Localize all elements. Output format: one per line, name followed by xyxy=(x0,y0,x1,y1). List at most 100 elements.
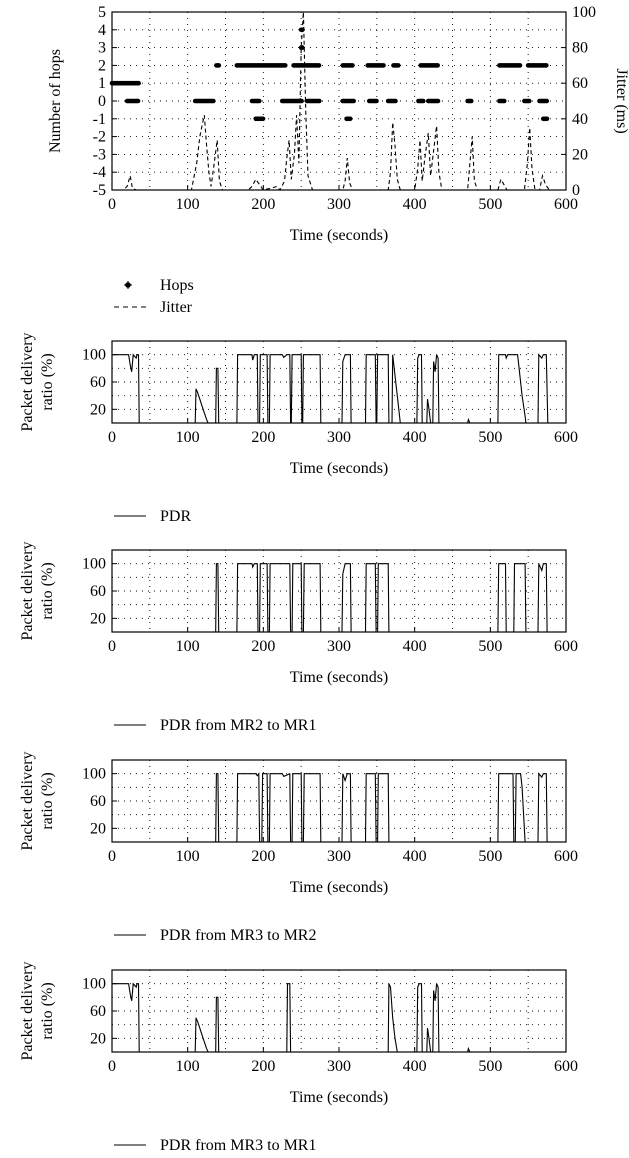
x-tick-label: 600 xyxy=(554,848,578,865)
y-tick-label: 60 xyxy=(90,793,106,810)
series-hops xyxy=(109,27,550,122)
y2-tick-label: 40 xyxy=(572,111,588,128)
hop-point xyxy=(282,63,288,68)
y-axis-label-line: Packet delivery xyxy=(19,751,36,850)
y-tick-label: 100 xyxy=(82,347,106,364)
series-pdr-line xyxy=(112,353,549,424)
x-tick-label: 600 xyxy=(554,1058,578,1075)
grid xyxy=(112,12,566,190)
x-tick-label: 0 xyxy=(108,848,116,865)
x-tick-label: 0 xyxy=(108,196,116,213)
x-tick-label: 100 xyxy=(176,848,200,865)
hop-point xyxy=(374,98,379,104)
y-tick-label: 60 xyxy=(90,583,106,600)
hop-point xyxy=(135,98,141,104)
legend-label: PDR from MR3 to MR2 xyxy=(160,927,316,944)
x-tick-label: 400 xyxy=(403,196,427,213)
x-tick-label: 200 xyxy=(251,429,275,446)
y-tick-label: 20 xyxy=(90,401,106,418)
y2-tick-label: 0 xyxy=(572,182,580,199)
hop-point xyxy=(393,98,398,104)
series-jitter-line xyxy=(112,11,550,191)
y-tick-label: 5 xyxy=(98,4,106,21)
x-tick-label: 500 xyxy=(478,1058,502,1075)
x-axis-label: Time (seconds) xyxy=(290,879,389,896)
hop-point xyxy=(544,116,550,122)
x-tick-label: 400 xyxy=(403,429,427,446)
series-pdr-line xyxy=(112,982,566,1053)
y2-axis-label: Jitter (ms) xyxy=(613,68,629,133)
hop-point xyxy=(317,98,322,104)
x-tick-label: 200 xyxy=(251,1058,275,1075)
y-axis-label-line: Packet delivery xyxy=(19,541,36,640)
y-tick-label: 2 xyxy=(98,57,106,74)
hop-point xyxy=(260,116,266,122)
x-tick-label: 300 xyxy=(327,848,351,865)
hop-point xyxy=(256,98,262,104)
hop-point xyxy=(351,98,356,104)
y2-tick-label: 20 xyxy=(572,146,588,163)
x-tick-label: 100 xyxy=(176,638,200,655)
x-tick-label: 0 xyxy=(108,429,116,446)
x-tick-label: 500 xyxy=(478,848,502,865)
hop-point xyxy=(136,80,141,86)
grid xyxy=(112,970,566,1052)
legend: Hops Jitter xyxy=(114,277,194,316)
hop-point xyxy=(381,63,386,68)
y-tick-label: -1 xyxy=(93,111,106,128)
y-axis-label-line: Packet delivery xyxy=(19,961,36,1060)
hop-point xyxy=(501,98,507,104)
x-axis-label: Time (seconds) xyxy=(290,1089,389,1106)
y-tick-label: 100 xyxy=(82,556,106,573)
y-tick-label: 0 xyxy=(98,93,106,110)
chart-panel-1: 0 100 200 300 400 500 600-5-4-3-2-101234502040… xyxy=(47,4,629,316)
legend-label-hops: Hops xyxy=(160,277,194,294)
legend: PDR from MR3 to MR1 xyxy=(114,1137,316,1154)
y-tick-label: 20 xyxy=(90,1030,106,1047)
x-tick-label: 200 xyxy=(251,196,275,213)
y-axis-label-line: ratio (%) xyxy=(39,772,56,829)
y-axis-label-line: ratio (%) xyxy=(39,982,56,1039)
x-tick-label: 300 xyxy=(327,1058,351,1075)
grid xyxy=(112,341,566,423)
series-pdr-line xyxy=(112,772,566,843)
y-tick-label: 1 xyxy=(98,75,106,92)
x-tick-label: 500 xyxy=(478,196,502,213)
hop-point xyxy=(396,63,401,68)
grid xyxy=(112,760,566,842)
y-tick-label: 60 xyxy=(90,1003,106,1020)
x-tick-label: 500 xyxy=(478,638,502,655)
y-axis-label-line: ratio (%) xyxy=(39,562,56,619)
grid xyxy=(112,550,566,632)
hop-point xyxy=(300,45,305,50)
legend-label: PDR xyxy=(160,508,191,525)
x-tick-label: 100 xyxy=(176,1058,200,1075)
x-tick-label: 0 xyxy=(108,638,116,655)
y-axis-label: Number of hops xyxy=(47,49,64,153)
x-tick-label: 400 xyxy=(403,848,427,865)
chart-panel-5: 0 100 200 300 400 500 600 20 60 100 Time (seconds)… xyxy=(19,961,578,1154)
y-tick-label: 20 xyxy=(90,820,106,837)
x-axis-label: Time (seconds) xyxy=(290,227,389,244)
legend: PDR from MR3 to MR2 xyxy=(114,927,316,944)
chart-panel-2: 0 100 200 300 400 500 600 20 60 100 Time (seconds)… xyxy=(19,332,578,525)
hop-point xyxy=(350,63,355,68)
y2-tick-label: 60 xyxy=(572,75,588,92)
y-axis-label-line: Packet delivery xyxy=(19,332,36,431)
chart-panel-3: 0 100 200 300 400 500 600 20 60 100 Time (seconds)… xyxy=(19,541,578,734)
x-tick-label: 600 xyxy=(554,429,578,446)
hop-point xyxy=(316,63,322,68)
hop-point xyxy=(435,63,440,68)
y-tick-label: 20 xyxy=(90,610,106,627)
y-tick-label: 4 xyxy=(98,22,106,39)
x-tick-label: 600 xyxy=(554,196,578,213)
hop-point xyxy=(347,116,353,122)
hop-point xyxy=(420,98,426,104)
y2-tick-label: 80 xyxy=(572,40,588,57)
x-axis-label: Time (seconds) xyxy=(290,460,389,477)
hop-point xyxy=(211,98,216,104)
hop-point xyxy=(544,63,549,68)
y-tick-label: -3 xyxy=(93,146,106,163)
x-tick-label: 300 xyxy=(327,196,351,213)
